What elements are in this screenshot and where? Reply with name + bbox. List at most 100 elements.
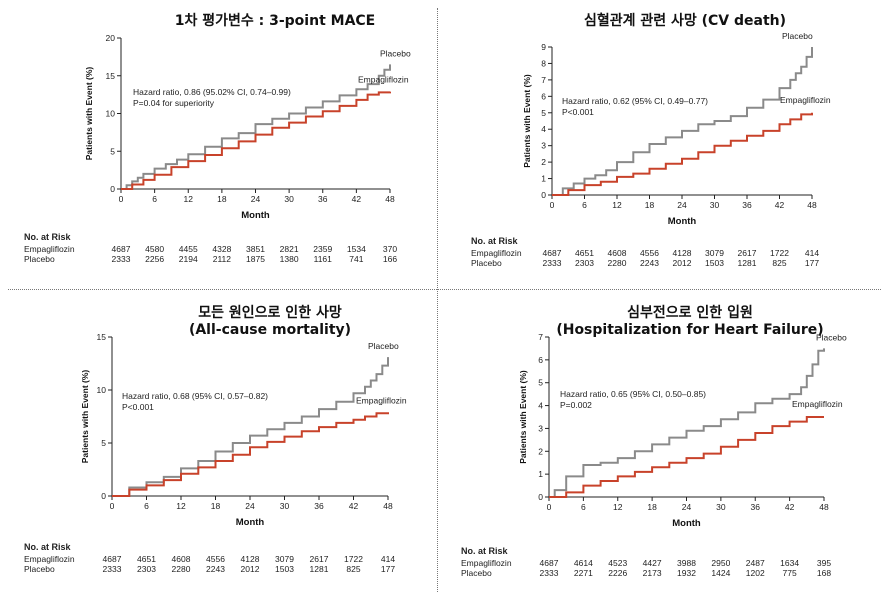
series-line-empagliflozin [121,91,391,190]
risk-count: 1161 [313,254,332,264]
risk-count: 1503 [275,564,294,574]
risk-count: 4608 [171,554,191,564]
risk-count: 1281 [737,258,757,268]
y-tick-label: 3 [538,423,543,433]
y-tick-label: 1 [541,174,546,184]
x-tick-label: 30 [716,502,726,512]
x-tick-label: 0 [550,200,555,210]
y-tick-label: 1 [538,469,543,479]
x-tick-label: 42 [349,501,359,511]
risk-count: 1380 [279,254,299,264]
risk-count: 395 [816,558,832,568]
y-tick-label: 6 [538,355,543,365]
x-tick-label: 30 [284,194,294,204]
x-tick-label: 48 [383,501,393,511]
risk-count: 1503 [705,258,724,268]
x-tick-label: 30 [710,200,720,210]
risk-table-row: Placebo 2333 2271 2226 2173 1932 1424 1202 775 16… [461,568,854,578]
x-tick-label: 48 [807,200,817,210]
risk-count: 2226 [608,568,628,578]
series-label-placebo: Placebo [380,48,411,58]
y-tick-label: 5 [541,108,546,118]
chart-subtitle: (All-cause mortality) [188,322,352,338]
x-axis-label: Month [672,518,701,529]
risk-count: 775 [782,568,797,578]
x-tick-label: 12 [176,501,186,511]
y-tick-label: 5 [538,378,543,388]
x-tick-label: 48 [385,194,395,204]
risk-count: 4687 [539,558,559,568]
hazard-ratio-annotation: Hazard ratio, 0.68 (95% CI, 0.57–0.82) [122,391,268,401]
chart-subtitle: (Hospitalization for Heart Failure) [556,322,824,338]
risk-count: 1202 [745,568,765,578]
risk-count: 3079 [705,248,724,258]
y-tick-label: 4 [538,401,543,411]
y-tick-label: 7 [541,75,546,85]
risk-count: 2280 [171,564,191,574]
risk-table: No. at Risk Empagliflozin 4687 4651 4608 4556… [471,236,842,268]
x-tick-label: 24 [677,200,687,210]
series-label-empagliflozin: Empagliflozin [792,399,843,409]
y-tick-label: 6 [541,91,546,101]
risk-count: 2821 [279,244,299,254]
risk-count: 168 [816,568,832,578]
x-tick-label: 6 [582,200,587,210]
risk-row-label: Placebo [24,254,55,264]
series-line-empagliflozin [552,112,813,196]
risk-table-row: Placebo 2333 2303 2280 2243 2012 1503 1281 825 17… [471,258,842,268]
series-label-empagliflozin: Empagliflozin [780,95,831,105]
risk-row-label: Empagliflozin [24,244,75,254]
x-tick-label: 36 [751,502,761,512]
hazard-ratio-annotation: Hazard ratio, 0.62 (95% CI, 0.49–0.77) [562,96,708,106]
x-tick-label: 18 [211,501,221,511]
risk-count: 3988 [677,558,696,568]
risk-count: 4427 [642,558,662,568]
risk-count: 4556 [640,248,659,258]
x-tick-label: 18 [647,502,657,512]
x-tick-label: 36 [314,501,324,511]
series-line-placebo [549,348,825,498]
x-tick-label: 6 [144,501,149,511]
y-tick-label: 0 [110,184,115,194]
risk-table-header: No. at Risk [24,232,71,242]
x-tick-label: 24 [682,502,692,512]
risk-row-label: Empagliflozin [471,248,522,258]
risk-count: 2333 [102,564,122,574]
risk-count: 2487 [745,558,765,568]
risk-count: 2333 [111,254,131,264]
chart-title: 모든 원인으로 인한 사망 [198,305,342,321]
x-tick-label: 6 [581,502,586,512]
risk-table-row: Empagliflozin 4687 4651 4608 4556 4128 3079 261… [471,248,842,258]
y-tick-label: 15 [106,71,116,81]
y-tick-label: 0 [538,492,543,502]
y-tick-label: 9 [541,42,546,52]
risk-count: 825 [346,564,361,574]
x-tick-label: 30 [280,501,290,511]
risk-count: 4687 [111,244,131,254]
risk-count: 166 [382,254,398,264]
risk-count: 2333 [542,258,562,268]
y-tick-label: 15 [97,332,107,342]
hazard-ratio-annotation: P=0.04 for superiority [133,98,215,108]
risk-row-label: Empagliflozin [461,558,512,568]
y-tick-label: 10 [97,385,107,395]
risk-count: 3851 [246,244,265,254]
y-tick-label: 0 [541,190,546,200]
x-axis-label: Month [241,210,270,221]
x-tick-label: 12 [612,200,622,210]
chart-title: 심부전으로 인한 입원 [627,305,753,321]
x-tick-label: 48 [819,502,829,512]
x-axis-label: Month [236,517,265,528]
risk-count: 1722 [344,554,363,564]
risk-count: 2112 [212,254,232,264]
risk-count: 825 [772,258,787,268]
x-tick-label: 12 [613,502,623,512]
risk-count: 177 [804,258,820,268]
risk-count: 2303 [575,258,594,268]
chart-title: 심혈관계 관련 사망 (CV death) [583,13,787,29]
risk-count: 2280 [607,258,627,268]
x-tick-label: 36 [318,194,328,204]
y-tick-label: 8 [541,58,546,68]
